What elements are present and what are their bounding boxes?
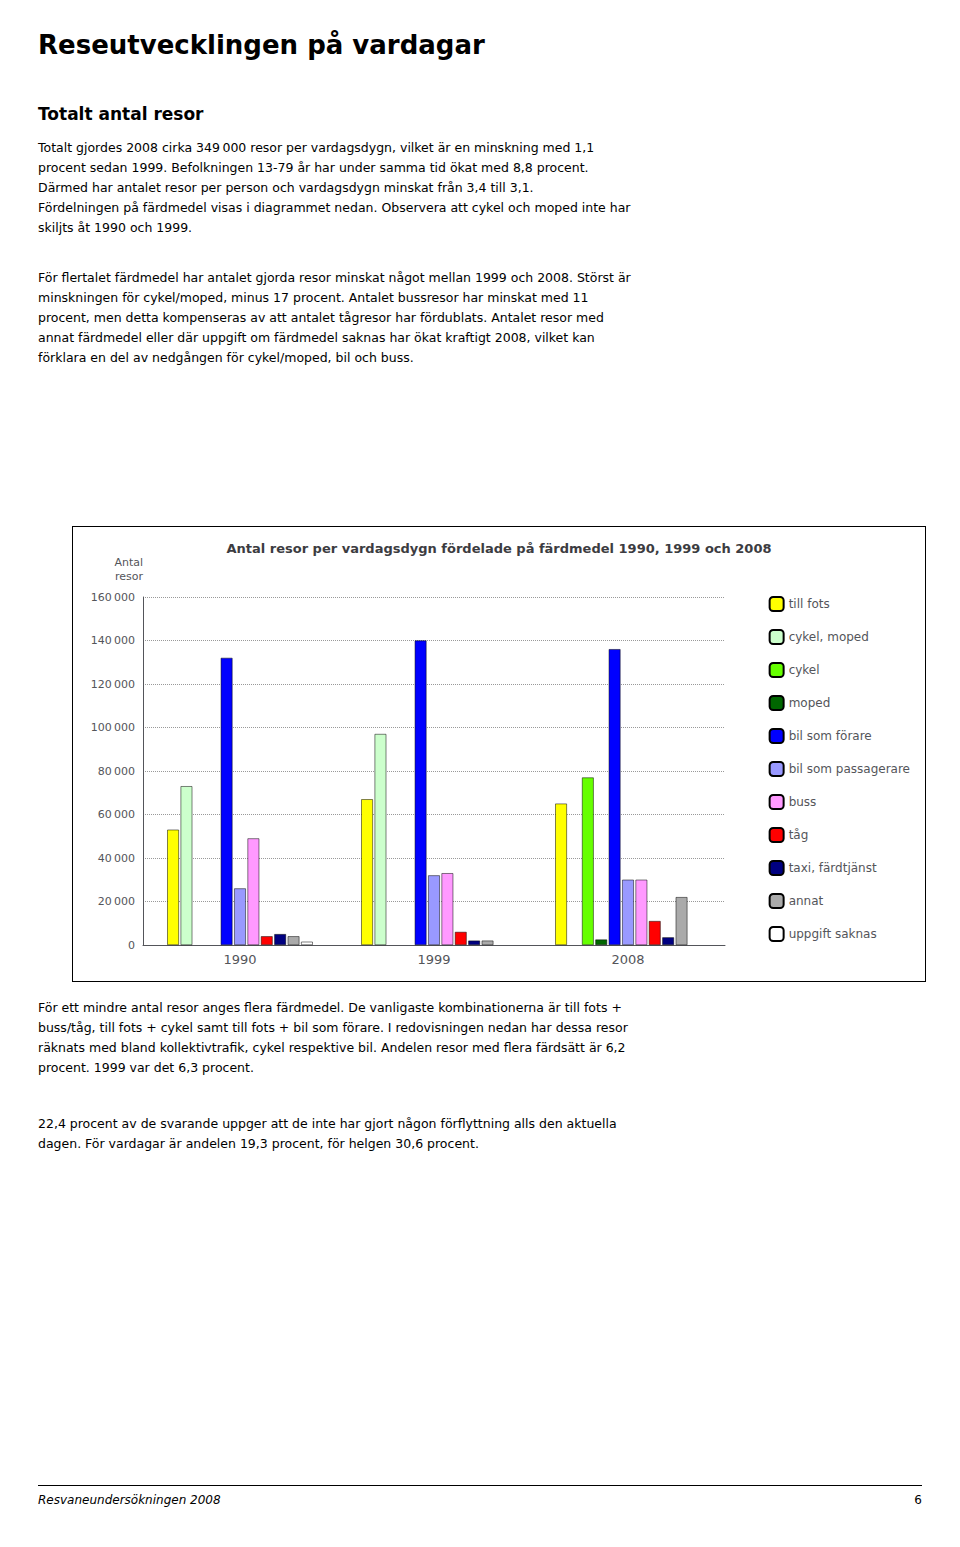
svg-text:0: 0 [128, 939, 135, 952]
svg-text:Antal resor per vardagsdygn fö: Antal resor per vardagsdygn fördelade på… [227, 541, 772, 556]
html-text:22,4 procent av de svarande up: 22,4 procent av de svarande uppger att d… [38, 1116, 617, 1151]
svg-text:taxi, färdtjänst: taxi, färdtjänst [789, 861, 877, 875]
html-text:Reseutvecklingen på vardagar: Reseutvecklingen på vardagar [38, 30, 485, 60]
svg-text:2008: 2008 [611, 952, 644, 967]
html-text:6: 6 [914, 1493, 922, 1507]
svg-text:1999: 1999 [417, 952, 450, 967]
svg-text:cykel, moped: cykel, moped [789, 630, 869, 644]
svg-text:80 000: 80 000 [98, 765, 135, 778]
svg-text:Antal: Antal [114, 556, 143, 569]
svg-text:bil som förare: bil som förare [789, 729, 872, 743]
svg-text:cykel: cykel [789, 663, 820, 677]
svg-text:140 000: 140 000 [91, 634, 135, 647]
svg-text:moped: moped [789, 696, 831, 710]
html-text:Totalt gjordes 2008 cirka 349: Totalt gjordes 2008 cirka 349 000 resor … [38, 140, 631, 235]
svg-text:annat: annat [789, 894, 824, 908]
svg-text:1990: 1990 [223, 952, 256, 967]
svg-text:60 000: 60 000 [98, 808, 135, 821]
html-text:Resvaneundersökningen 2008: Resvaneundersökningen 2008 [38, 1493, 221, 1507]
svg-text:buss: buss [789, 795, 817, 809]
svg-text:120 000: 120 000 [91, 678, 135, 691]
svg-text:160 000: 160 000 [91, 591, 135, 604]
svg-text:20 000: 20 000 [98, 895, 135, 908]
html-text:För ett mindre antal resor ang: För ett mindre antal resor anges flera f… [38, 1000, 628, 1075]
html-text:För flertalet färdmedel har an: För flertalet färdmedel har antalet gjor… [38, 270, 631, 365]
svg-text:tåg: tåg [789, 828, 809, 842]
svg-text:100 000: 100 000 [91, 721, 135, 734]
svg-text:till fots: till fots [789, 597, 830, 611]
svg-text:uppgift saknas: uppgift saknas [789, 927, 877, 941]
svg-text:bil som passagerare: bil som passagerare [789, 762, 910, 776]
svg-text:resor: resor [115, 570, 144, 583]
svg-text:40 000: 40 000 [98, 852, 135, 865]
html-text:Totalt antal resor: Totalt antal resor [38, 104, 204, 124]
